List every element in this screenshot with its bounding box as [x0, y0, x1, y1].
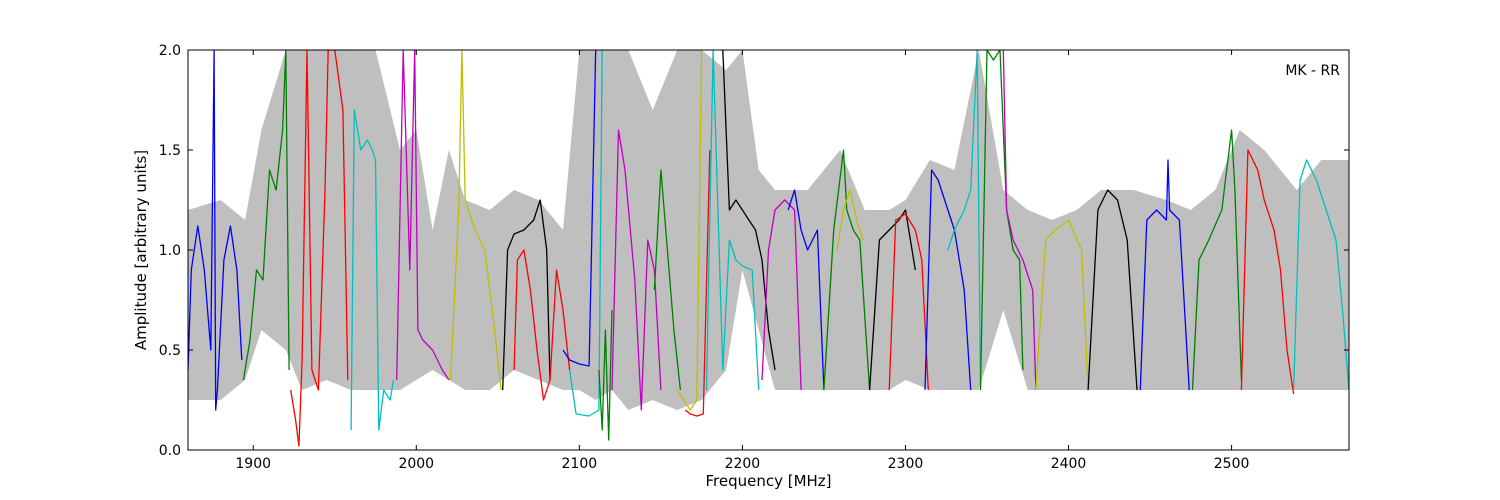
series-line-15 — [684, 149, 711, 417]
y-tick-label: 0.5 — [159, 343, 181, 359]
series-line-32 — [1240, 149, 1295, 395]
x-tick-label: 1900 — [235, 456, 271, 472]
series-line-9 — [562, 50, 597, 367]
series-line-8 — [513, 249, 571, 401]
panel-annotation: MK - RR — [1285, 63, 1340, 79]
x-tick-label: 2400 — [1051, 456, 1087, 472]
series-line-1 — [188, 50, 243, 411]
series-line-21 — [836, 189, 864, 251]
y-tick-label: 0.0 — [159, 443, 181, 459]
y-axis-ticks: 0.0 0.5 1.0 1.5 2.0 — [159, 43, 1349, 459]
series-line-2 — [242, 50, 290, 381]
x-axis-ticks: 1900 2000 2100 2200 2300 2400 2500 — [235, 50, 1249, 472]
series-line-10 — [568, 50, 603, 417]
series-line-22 — [868, 209, 916, 391]
series-line-4 — [350, 109, 395, 431]
series-line-25 — [947, 50, 982, 391]
series-line-11 — [598, 309, 613, 441]
series-line-5 — [396, 50, 450, 381]
y-tick-label: 1.0 — [159, 243, 181, 259]
x-axis-label: Frequency [MHz] — [705, 472, 831, 490]
series-line-7 — [502, 199, 551, 391]
series-line-29 — [1087, 189, 1138, 391]
series-line-28 — [1035, 219, 1089, 391]
series-line-26 — [979, 50, 1024, 391]
x-tick-label: 2000 — [398, 456, 434, 472]
envelope-band — [188, 50, 1349, 410]
series-line-30 — [1139, 159, 1190, 391]
series-line-23 — [888, 213, 929, 391]
x-tick-label: 2500 — [1214, 456, 1250, 472]
y-tick-label: 2.0 — [159, 43, 181, 59]
series-line-14 — [676, 50, 703, 411]
x-tick-label: 2200 — [725, 456, 761, 472]
series-line-27 — [1002, 50, 1037, 391]
series-line-6 — [449, 50, 502, 391]
plot-area — [188, 50, 1349, 447]
x-tick-label: 2300 — [888, 456, 924, 472]
envelope-band-layer — [188, 50, 1349, 410]
series-line-13 — [653, 169, 682, 391]
series-line-3 — [290, 50, 349, 447]
series-line-24 — [924, 169, 972, 391]
series-line-33 — [1292, 159, 1349, 391]
series-layer — [188, 50, 1349, 447]
series-line-31 — [1191, 129, 1243, 391]
series-line-18 — [761, 199, 802, 391]
series-line-12 — [611, 129, 662, 411]
series-line-17 — [722, 50, 776, 371]
y-tick-label: 1.5 — [159, 143, 181, 159]
x-tick-label: 2100 — [562, 456, 598, 472]
series-line-16 — [705, 50, 760, 391]
y-axis-label: Amplitude [arbitrary units] — [132, 150, 150, 350]
series-line-19 — [787, 189, 825, 391]
series-line-20 — [823, 149, 871, 391]
